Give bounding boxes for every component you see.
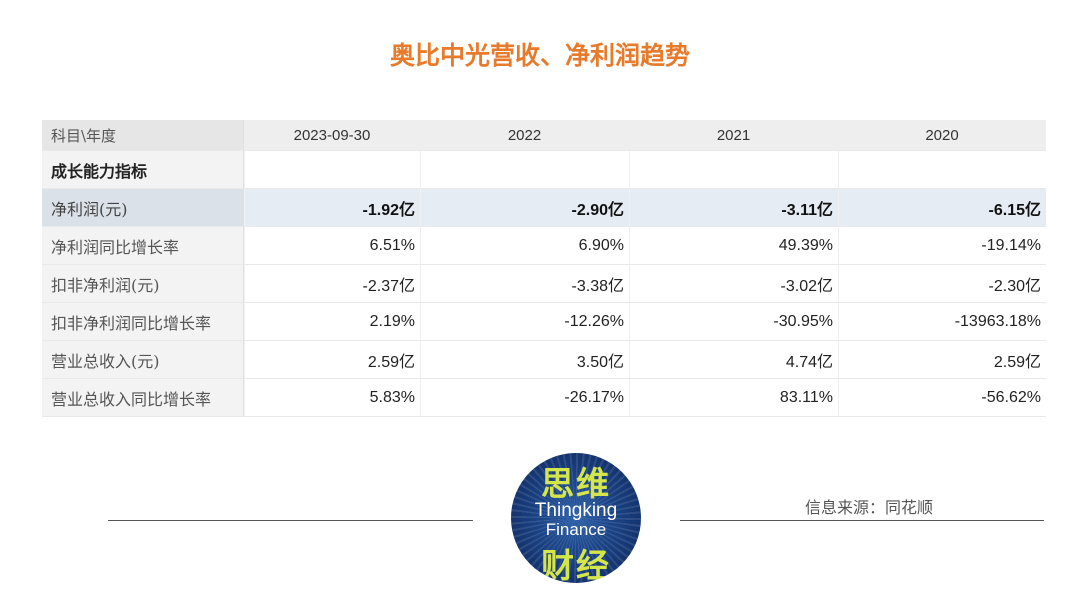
cell-value: 2.19% <box>244 303 420 341</box>
table-row: 净利润同比增长率 6.51% 6.90% 49.39% -19.14% <box>42 227 1046 265</box>
cell-value: 5.83% <box>244 379 420 417</box>
cell-value: 4.74亿 <box>629 341 838 379</box>
cell-value: -2.90亿 <box>420 189 629 227</box>
header-cell-2023-09-30: 2023-09-30 <box>244 120 420 151</box>
cell-value: -3.11亿 <box>629 189 838 227</box>
cell-value: -26.17% <box>420 379 629 417</box>
header-cell-2022: 2022 <box>420 120 629 151</box>
cell-value: -12.26% <box>420 303 629 341</box>
row-label: 扣非净利润同比增长率 <box>42 303 244 341</box>
section-label: 成长能力指标 <box>42 151 244 189</box>
cell-value: -3.02亿 <box>629 265 838 303</box>
cell-value: 6.90% <box>420 227 629 265</box>
cell-value: -6.15亿 <box>838 189 1046 227</box>
page-title: 奥比中光营收、净利润趋势 <box>389 41 690 70</box>
divider-line-left <box>108 520 473 521</box>
header-cell-2020: 2020 <box>838 120 1046 151</box>
cell-value: -30.95% <box>629 303 838 341</box>
logo-en-line2: Finance <box>545 520 607 539</box>
brand-logo: 思维 Thingking Finance 财经 <box>511 453 641 583</box>
divider-line-right <box>680 520 1044 521</box>
row-label: 净利润(元) <box>42 189 244 227</box>
cell-value: 83.11% <box>629 379 838 417</box>
row-label: 扣非净利润(元) <box>42 265 244 303</box>
cell-value: 49.39% <box>629 227 838 265</box>
table-row: 营业总收入同比增长率 5.83% -26.17% 83.11% -56.62% <box>42 379 1046 417</box>
row-label: 营业总收入同比增长率 <box>42 379 244 417</box>
header-cell-subject: 科目\年度 <box>42 120 244 151</box>
cell-value: -3.38亿 <box>420 265 629 303</box>
header-cell-2021: 2021 <box>629 120 838 151</box>
table-header-row: 科目\年度 2023-09-30 2022 2021 2020 <box>42 120 1046 151</box>
cell-value: 3.50亿 <box>420 341 629 379</box>
section-row: 成长能力指标 <box>42 151 1046 189</box>
cell-value: -19.14% <box>838 227 1046 265</box>
cell-value: 2.59亿 <box>838 341 1046 379</box>
row-label: 净利润同比增长率 <box>42 227 244 265</box>
cell-value: -56.62% <box>838 379 1046 417</box>
logo-cn-bottom: 财经 <box>541 546 611 583</box>
cell-value: 6.51% <box>244 227 420 265</box>
cell-value: -13963.18% <box>838 303 1046 341</box>
cell-value: -1.92亿 <box>244 189 420 227</box>
row-label: 营业总收入(元) <box>42 341 244 379</box>
logo-cn-top: 思维 <box>541 464 611 503</box>
cell-value: -2.37亿 <box>244 265 420 303</box>
cell-value: -2.30亿 <box>838 265 1046 303</box>
table-row: 扣非净利润同比增长率 2.19% -12.26% -30.95% -13963.… <box>42 303 1046 341</box>
source-note: 信息来源：同花顺 <box>805 498 934 517</box>
financial-table: 科目\年度 2023-09-30 2022 2021 2020 成长能力指标 净… <box>42 120 1046 417</box>
table-row: 净利润(元) -1.92亿 -2.90亿 -3.11亿 -6.15亿 <box>42 189 1046 227</box>
logo-ray-pattern <box>511 453 641 583</box>
logo-en-line1: Thingking <box>534 500 618 521</box>
table-row: 营业总收入(元) 2.59亿 3.50亿 4.74亿 2.59亿 <box>42 341 1046 379</box>
cell-value: 2.59亿 <box>244 341 420 379</box>
table-row: 扣非净利润(元) -2.37亿 -3.38亿 -3.02亿 -2.30亿 <box>42 265 1046 303</box>
